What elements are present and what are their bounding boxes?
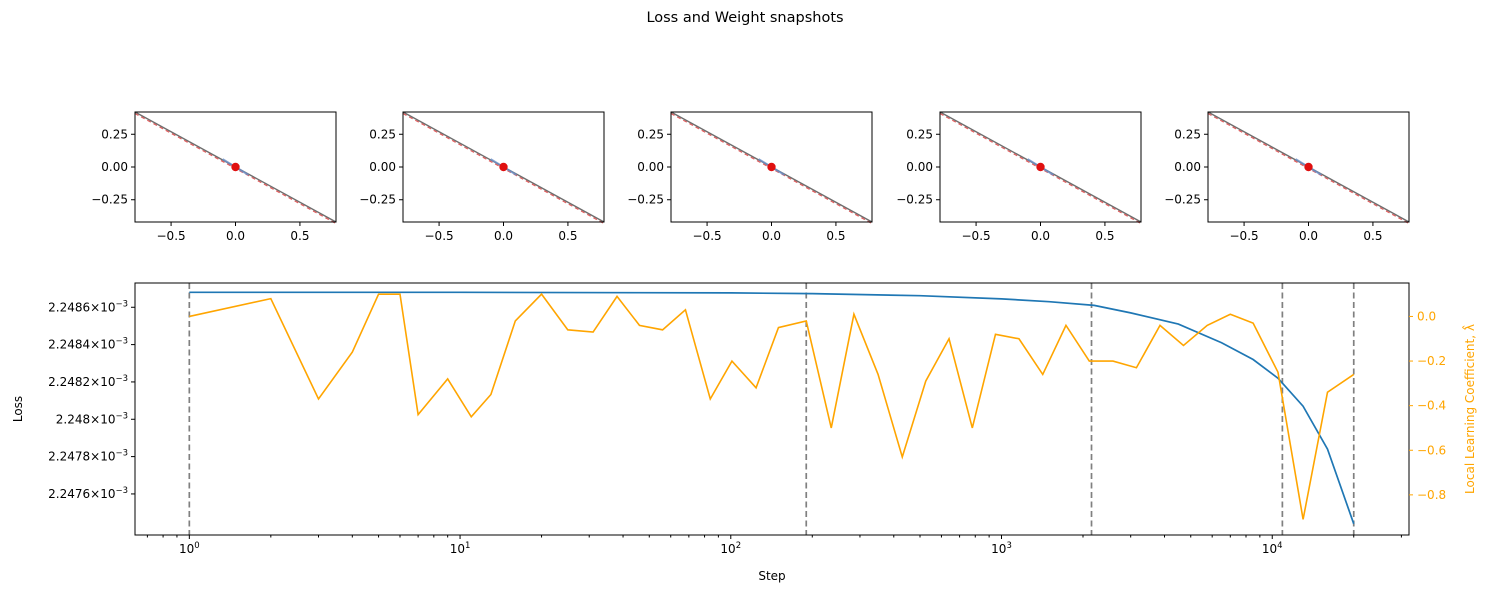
y-tick-label: 2.2482×10−3	[48, 374, 128, 389]
snapshot-y-tick-label: 0.25	[906, 127, 933, 141]
y-axis-label: Loss	[11, 396, 25, 422]
y-axis-right: 0.0 −0.2 −0.4 −0.6 −0.8	[1409, 309, 1446, 502]
snapshot-y-tick-label: 0.00	[101, 160, 128, 174]
x-tick-label: 100	[179, 541, 200, 556]
snapshot-panel-1: −0.5 0.0 0.5 0.25 0.00 −0.25	[91, 111, 337, 243]
y2-axis-label: Local Learning Coefficient, λ̂	[1461, 324, 1477, 494]
snapshot-x-tick-label: 0.5	[558, 229, 577, 243]
x-axis-label: Step	[758, 569, 785, 583]
snapshot-point	[767, 162, 776, 172]
y-tick-label: 2.2486×10−3	[48, 299, 128, 314]
snapshot-panel-3: −0.5 0.0 0.5 0.25 0.00 −0.25	[627, 111, 873, 243]
snapshot-panel-2: −0.5 0.0 0.5 0.25 0.00 −0.25	[359, 111, 605, 243]
snapshot-y-tick-label: 0.25	[637, 127, 664, 141]
snapshot-y-tick-label: 0.25	[101, 127, 128, 141]
snapshot-y-tick-label: −0.25	[1164, 193, 1201, 207]
snapshot-x-tick-label: −0.5	[1230, 229, 1259, 243]
x-tick-label: 103	[991, 541, 1012, 556]
x-tick-label: 101	[450, 541, 471, 556]
main-frame	[134, 282, 1410, 536]
y2-tick-label: −0.8	[1417, 488, 1446, 502]
snapshot-y-tick-label: 0.00	[1174, 160, 1201, 174]
snapshot-x-tick-label: −0.5	[962, 229, 991, 243]
snapshot-point	[499, 162, 508, 172]
snapshot-point	[1304, 162, 1313, 172]
step-markers	[188, 283, 1355, 535]
snapshot-y-tick-label: 0.25	[1174, 127, 1201, 141]
snapshot-point	[231, 162, 240, 172]
y-tick-label: 2.2476×10−3	[48, 486, 128, 501]
snapshot-x-tick-label: 0.0	[1031, 229, 1050, 243]
snapshot-x-tick-label: 0.0	[762, 229, 781, 243]
snapshot-x-tick-label: 0.5	[1363, 229, 1382, 243]
snapshot-x-tick-label: 0.5	[1095, 229, 1114, 243]
snapshot-y-tick-label: −0.25	[359, 193, 396, 207]
y2-tick-label: −0.2	[1417, 354, 1446, 368]
x-tick-label: 102	[720, 541, 741, 556]
y2-tick-label: −0.4	[1417, 399, 1446, 413]
snapshot-x-tick-label: 0.0	[494, 229, 513, 243]
y2-tick-label: −0.6	[1417, 443, 1446, 457]
figure-title: Loss and Weight snapshots	[646, 10, 843, 26]
loss-llc-panel: 100 101 102 103 104 Step 2.2476×10−3 2.2478×10−…	[11, 282, 1477, 583]
snapshot-y-tick-label: −0.25	[91, 193, 128, 207]
snapshot-y-tick-label: 0.00	[637, 160, 664, 174]
y-axis-left: 2.2476×10−3 2.2478×10−3 2.248×10−3 2.2482×1…	[48, 299, 135, 501]
snapshot-y-tick-label: 0.00	[369, 160, 396, 174]
snapshot-x-tick-label: 0.5	[290, 229, 309, 243]
y-tick-label: 2.2484×10−3	[48, 337, 128, 352]
x-axis: 100 101 102 103 104	[146, 535, 1402, 556]
y-tick-label: 2.248×10−3	[56, 411, 128, 426]
snapshot-y-tick-label: −0.25	[627, 193, 664, 207]
snapshot-panels: −0.5 0.0 0.5 0.25 0.00 −0.25 −0.5 0.0 0.5 0.25 0.0…	[91, 111, 1410, 243]
y-tick-label: 2.2478×10−3	[48, 449, 128, 464]
snapshot-x-tick-label: −0.5	[693, 229, 722, 243]
x-tick-label: 104	[1262, 541, 1283, 556]
snapshot-x-tick-label: 0.0	[226, 229, 245, 243]
snapshot-panel-5: −0.5 0.0 0.5 0.25 0.00 −0.25	[1164, 111, 1410, 243]
llc-line	[189, 292, 1355, 520]
snapshot-point	[1036, 162, 1045, 172]
snapshot-panel-4: −0.5 0.0 0.5 0.25 0.00 −0.25	[896, 111, 1142, 243]
snapshot-y-tick-label: 0.25	[369, 127, 396, 141]
snapshot-y-tick-label: −0.25	[896, 193, 933, 207]
y2-tick-label: 0.0	[1417, 309, 1436, 323]
snapshot-y-tick-label: 0.00	[906, 160, 933, 174]
snapshot-x-tick-label: −0.5	[157, 229, 186, 243]
loss-line	[189, 291, 1355, 525]
snapshot-x-tick-label: 0.0	[1299, 229, 1318, 243]
snapshot-x-tick-label: −0.5	[425, 229, 454, 243]
snapshot-x-tick-label: 0.5	[826, 229, 845, 243]
